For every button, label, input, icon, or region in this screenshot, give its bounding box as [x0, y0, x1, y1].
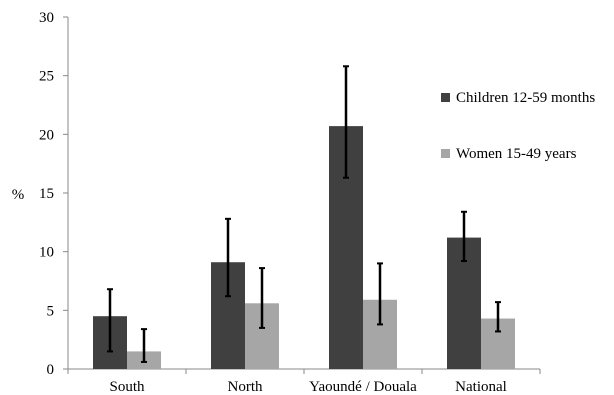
bars: [93, 126, 515, 370]
legend-label-women-15-49-years: Women 15-49 years: [456, 146, 577, 162]
x-tick-label-north: North: [228, 379, 263, 395]
legend: Children 12-59 months Women 15-49 years: [441, 90, 595, 162]
error-bars: [107, 65, 501, 363]
legend-label-children-12-59-months: Children 12-59 months: [456, 90, 595, 106]
error-bar-children-12-59-months-south: [107, 288, 113, 353]
y-tick-label: 0: [47, 362, 55, 378]
y-tick-label: 5: [47, 303, 55, 319]
y-axis-label: %: [12, 187, 25, 203]
legend-swatch-children-12-59-months: [441, 93, 450, 102]
y-tick-label: 30: [39, 10, 54, 26]
x-axis-ticks: South North Yaoundé / Douala National: [67, 369, 541, 395]
x-tick-label-south: South: [109, 379, 145, 395]
y-tick-label: 20: [39, 127, 54, 143]
error-bar-women-15-49-years-national: [495, 301, 501, 333]
legend-swatch-women-15-49-years: [441, 149, 450, 158]
error-bar-women-15-49-years-south: [141, 328, 147, 363]
error-bar-children-12-59-months-north: [225, 217, 231, 298]
y-tick-label: 10: [39, 245, 54, 261]
x-tick-label-national: National: [455, 379, 507, 395]
error-bar-women-15-49-years-yaound-douala: [377, 262, 383, 326]
x-tick-label-yaound-douala: Yaoundé / Douala: [309, 379, 417, 395]
error-bar-children-12-59-months-national: [461, 210, 467, 263]
y-tick-label: 15: [39, 186, 54, 202]
y-axis-ticks: 0 5 10 15 20 25 30: [39, 10, 68, 378]
error-bar-women-15-49-years-north: [259, 267, 265, 329]
error-bar-children-12-59-months-yaound-douala: [343, 65, 349, 179]
y-tick-label: 25: [39, 69, 54, 85]
